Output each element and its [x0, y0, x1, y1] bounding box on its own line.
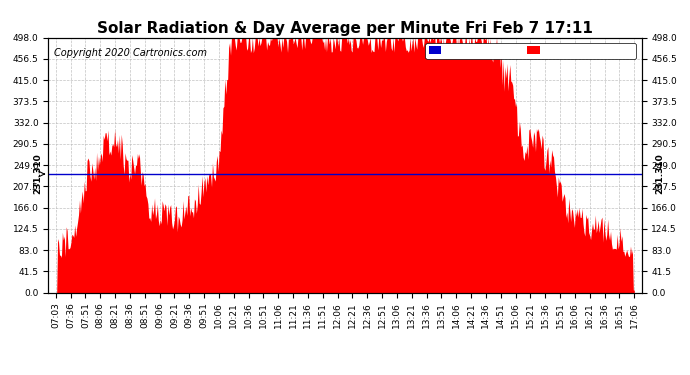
- Legend: Median (w/m2), Radiation (w/m2): Median (w/m2), Radiation (w/m2): [426, 43, 636, 59]
- Text: 231.310: 231.310: [33, 154, 42, 194]
- Text: 231.310: 231.310: [655, 154, 664, 194]
- Text: Copyright 2020 Cartronics.com: Copyright 2020 Cartronics.com: [55, 48, 207, 58]
- Title: Solar Radiation & Day Average per Minute Fri Feb 7 17:11: Solar Radiation & Day Average per Minute…: [97, 21, 593, 36]
